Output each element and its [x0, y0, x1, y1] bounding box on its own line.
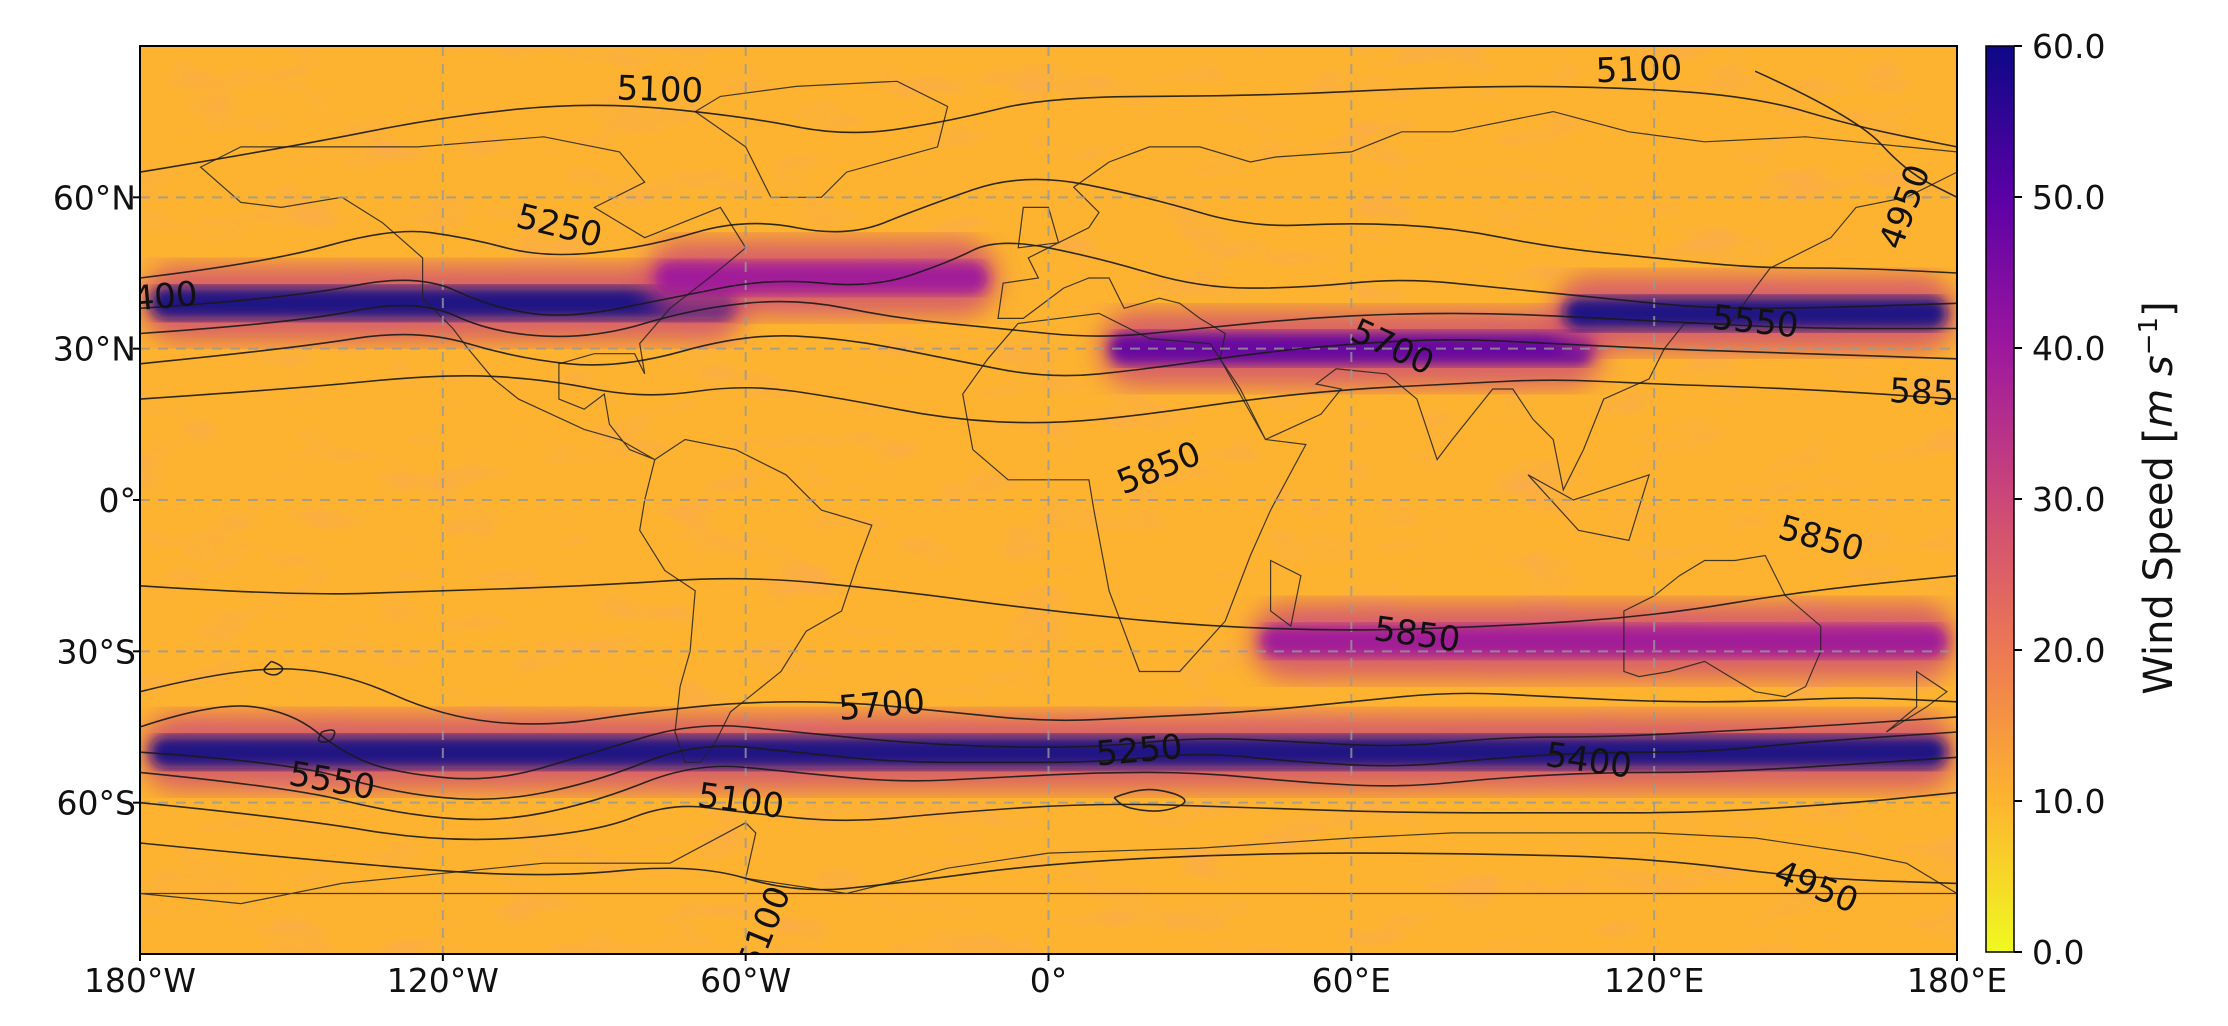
- contour-5250: [1113, 788, 1186, 812]
- latitude-axis: 60°N 30°N 0° 30°S 60°S: [53, 178, 140, 823]
- contour-label: 5100: [1595, 48, 1683, 91]
- contour-5700: [317, 729, 336, 743]
- landmass-outline: [997, 110, 1957, 492]
- southern-subtropical-jet: [1260, 625, 1947, 658]
- y-tick-label: 60°S: [57, 784, 136, 823]
- north-atlantic-jet: [654, 262, 989, 295]
- y-tick-label: 30°N: [53, 330, 136, 369]
- landmass-outline: [199, 136, 747, 461]
- contour-5250: [140, 178, 1957, 279]
- colorbar-gradient: [1985, 45, 2015, 953]
- contour-5100: [140, 791, 1957, 841]
- x-tick-label: 120°W: [387, 961, 499, 1000]
- contour-label: 5250: [1094, 727, 1184, 774]
- contour-5100: [140, 85, 1957, 173]
- gridlines: [140, 46, 1957, 954]
- contour-5250: [140, 756, 1957, 821]
- coastlines: [140, 80, 1957, 905]
- colorbar-title: Wind Speed [m s−1]: [2134, 301, 2182, 694]
- contour-label: 5100: [616, 68, 704, 111]
- colorbar-tick-label: 10.0: [2032, 782, 2105, 821]
- contour-label: 400: [131, 274, 199, 320]
- colorbar-tick-label: 50.0: [2032, 178, 2105, 217]
- contour-5700: [140, 667, 1957, 725]
- x-tick-label: 0°: [1030, 961, 1068, 1000]
- contour-5850: [140, 574, 1957, 631]
- contour-5400: [140, 242, 1957, 316]
- landmass-outline: [1623, 554, 1822, 698]
- landmass-outline: [694, 80, 949, 198]
- contour-5850: [263, 660, 284, 676]
- contour-4950: [140, 842, 1957, 891]
- contour-5550: [140, 705, 1957, 780]
- colorbar-tick-label: 40.0: [2032, 329, 2105, 368]
- y-tick-label: 30°S: [57, 632, 136, 671]
- landmass-outline: [1527, 473, 1651, 542]
- contour-5550: [140, 300, 1957, 338]
- x-tick-label: 180°E: [1907, 961, 2007, 1000]
- landmass-outline: [140, 822, 1957, 905]
- colorbar-tick-label: 60.0: [2032, 27, 2105, 66]
- x-tick-label: 60°E: [1312, 961, 1391, 1000]
- colorbar: 0.0 10.0 20.0 30.0 40.0 50.0 60.0 Wind Speed […: [1985, 27, 2182, 972]
- x-tick-label: 180°W: [84, 961, 196, 1000]
- landmass-outline: [962, 312, 1307, 673]
- height-contours: [140, 70, 1957, 891]
- contour-5850: [140, 374, 1957, 424]
- contour-5700: [140, 333, 1957, 377]
- landmass-outline: [639, 438, 873, 763]
- x-tick-label: 120°E: [1604, 961, 1704, 1000]
- colorbar-tick-label: 30.0: [2032, 480, 2105, 519]
- colorbar-ticks: 0.0 10.0 20.0 30.0 40.0 50.0 60.0: [2014, 27, 2105, 972]
- contour-5400: [140, 731, 1957, 801]
- colorbar-tick-label: 20.0: [2032, 631, 2105, 670]
- contour-4950: [1754, 70, 1957, 199]
- x-tick-label: 60°W: [700, 961, 791, 1000]
- landmass-outline: [1270, 559, 1302, 628]
- contour-label: 5550: [1710, 298, 1800, 347]
- y-tick-label: 0°: [99, 481, 137, 520]
- y-tick-label: 60°N: [53, 178, 136, 217]
- landmass-outline: [1885, 670, 1948, 733]
- landmass-outline: [1017, 206, 1060, 249]
- contour-label: 585: [1888, 371, 1955, 414]
- longitude-axis: 180°W 120°W 60°W 0° 60°E 120°E 180°E: [84, 954, 2007, 1000]
- contour-label: 5700: [837, 682, 927, 729]
- colorbar-tick-label: 0.0: [2032, 933, 2084, 972]
